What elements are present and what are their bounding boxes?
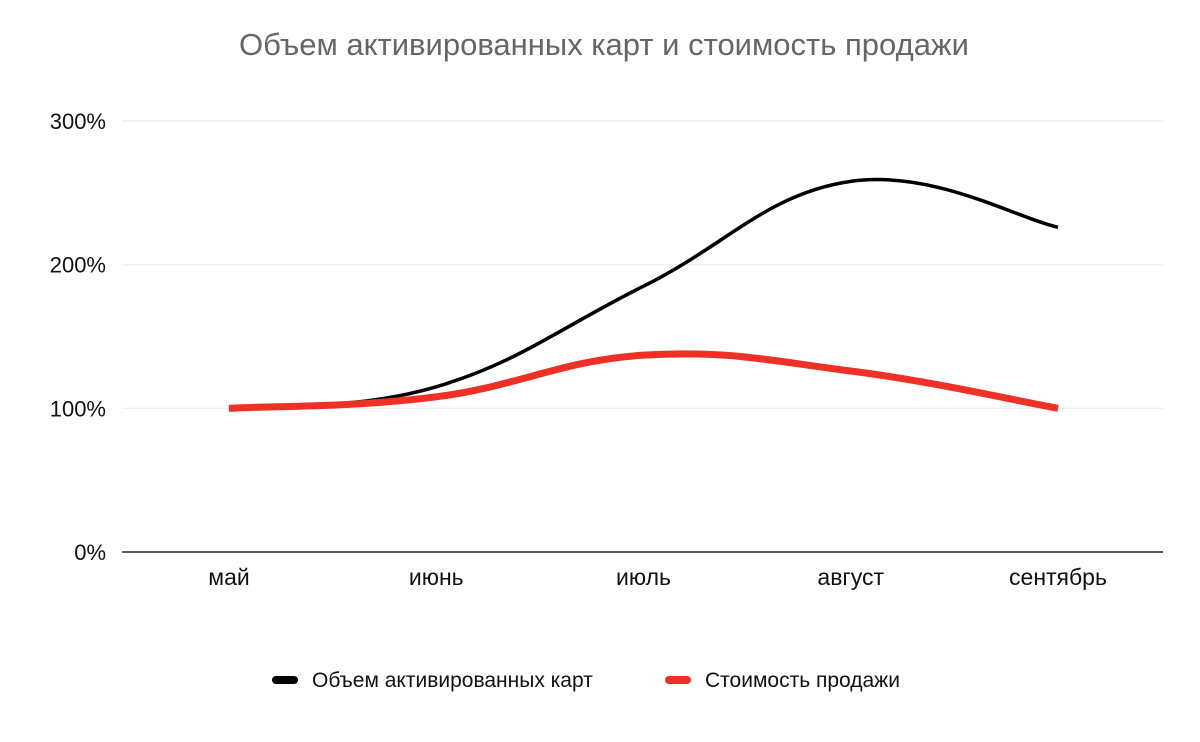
legend[interactable]: Объем активированных карт Стоимость прода…	[272, 669, 900, 692]
legend-label[interactable]: Стоимость продажи	[705, 669, 900, 692]
x-tick-label: сентябрь	[1009, 564, 1107, 590]
legend-swatch	[272, 676, 298, 684]
x-tick-label: май	[208, 564, 249, 590]
x-axis-ticks: май июнь июль август сентябрь	[208, 564, 1107, 590]
x-tick-label: июль	[616, 564, 671, 590]
series-line-1	[228, 177, 1059, 411]
y-tick-label: 200%	[50, 253, 106, 278]
x-tick-label: июнь	[409, 564, 464, 590]
y-tick-label: 300%	[50, 109, 106, 134]
legend-label[interactable]: Объем активированных карт	[312, 669, 593, 692]
y-tick-label: 0%	[74, 540, 106, 565]
series-layer	[228, 177, 1059, 412]
legend-swatch	[665, 676, 691, 684]
series-line-2	[228, 350, 1059, 412]
grid-layer	[122, 120, 1163, 553]
chart-title: Объем активированных карт и стоимость пр…	[239, 27, 969, 62]
x-tick-label: август	[817, 564, 884, 590]
y-axis-ticks: 0% 100% 200% 300%	[50, 109, 106, 565]
y-tick-label: 100%	[50, 396, 106, 421]
